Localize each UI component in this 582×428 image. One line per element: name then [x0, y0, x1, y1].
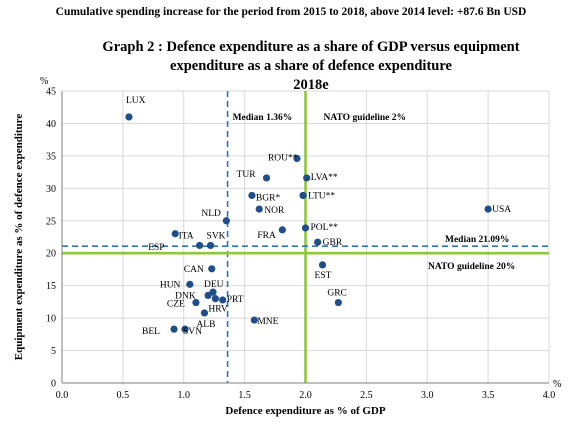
reference-lines: Median 1.36% NATO guideline 2% Median 21.0…: [62, 91, 549, 383]
point-label: SVN: [183, 327, 202, 337]
y-tick-label: 10: [46, 314, 56, 325]
scatter-point: [170, 325, 178, 333]
x-tick-label: 2.5: [360, 390, 373, 401]
x-tick-label: 1.5: [238, 390, 251, 401]
point-label: LUX: [126, 96, 146, 106]
point-label: LTU**: [308, 191, 335, 201]
scatter-point: [484, 205, 492, 213]
axes: 0.0 0.5 1.0 1.5 2.0 2.5 3.0 3.5 4.0 0 5 10 15 20 25 30 3…: [46, 87, 555, 402]
point-label: NOR: [264, 206, 285, 216]
x-tick-label: 1.0: [178, 390, 191, 401]
scatter-point: [262, 174, 271, 182]
reference-line-label: NATO guideline 20%: [428, 262, 515, 272]
x-tick-label: 0.0: [56, 390, 69, 401]
point-label: CZE: [167, 300, 185, 310]
scatter-point: [250, 316, 258, 324]
scatter-point: [195, 241, 204, 250]
y-tick-label: 35: [46, 151, 56, 162]
point-label: ESP: [148, 243, 164, 253]
y-tick-label: 5: [51, 346, 56, 357]
x-tick-label: 2.0: [299, 390, 312, 401]
scatter-point: [303, 174, 311, 182]
point-label: MNE: [257, 317, 278, 327]
point-label: PRT: [227, 295, 244, 305]
reference-line-label: NATO guideline 2%: [324, 113, 407, 123]
point-label: ROU**: [268, 153, 298, 163]
x-tick-label: 0.5: [117, 390, 130, 401]
point-label: POL**: [311, 223, 339, 233]
scatter-point: [204, 291, 212, 299]
point-label: ITA: [179, 231, 194, 241]
scatter-point: [219, 296, 227, 304]
data-points: LUX ROU** TUR LVA** BGR* LTU** NOR USA NLD POL** F…: [125, 96, 511, 337]
scatter-point: [222, 217, 230, 225]
x-tick-label: 3.0: [421, 390, 434, 401]
point-label: NLD: [201, 209, 221, 219]
x-tick-label: 4.0: [543, 390, 556, 401]
point-label: HRV: [208, 305, 227, 315]
chart-title-line2: expenditure as a share of defence expend…: [170, 58, 452, 74]
point-label: TUR: [237, 170, 257, 180]
scatter-point: [211, 295, 220, 303]
scatter-point: [334, 298, 342, 307]
point-label: EST: [315, 271, 332, 281]
point-label: BEL: [142, 327, 160, 337]
scatter-point: [186, 280, 194, 288]
point-label: SVK: [207, 231, 226, 241]
scatter-point: [318, 261, 327, 269]
y-tick-label: 15: [46, 281, 56, 292]
top-note: Cumulative spending increase for the per…: [55, 6, 527, 18]
scatter-point: [200, 309, 209, 317]
scatter-point: [278, 226, 286, 234]
chart-title-line1: Graph 2 : Defence expenditure as a share…: [102, 39, 520, 55]
y-tick-label: 30: [46, 184, 56, 195]
reference-line-label: Median 21.09%: [445, 235, 509, 245]
y-tick-label: 45: [46, 87, 56, 98]
point-label: USA: [492, 205, 511, 215]
scatter-point: [255, 205, 263, 213]
y-axis-unit: %: [40, 76, 48, 87]
scatter-point: [293, 154, 301, 163]
chart-title: Graph 2 : Defence expenditure as a share…: [40, 38, 582, 95]
point-label: GBR: [323, 238, 343, 248]
chart-title-line3: 2018e: [293, 77, 329, 93]
point-label: LVA**: [311, 173, 338, 183]
y-axis-label: Equipment expenditure as % of defence ex…: [13, 114, 25, 361]
point-label: HUN: [160, 280, 181, 290]
scatter-point: [125, 113, 133, 121]
point-label: GRC: [327, 289, 347, 299]
y-tick-label: 40: [46, 119, 56, 130]
reference-line-label: Median 1.36%: [233, 113, 293, 123]
point-label: BGR*: [256, 193, 281, 203]
scatter-point: [299, 191, 307, 200]
point-label: ALB: [196, 320, 215, 330]
scatter-point: [206, 241, 215, 250]
point-label: DNK: [175, 291, 196, 301]
y-tick-label: 20: [46, 249, 56, 260]
scatter-point: [192, 298, 200, 307]
point-label: DEU: [204, 280, 224, 290]
scatter-point: [208, 265, 216, 273]
y-tick-label: 25: [46, 216, 56, 227]
point-label: FRA: [257, 231, 276, 241]
x-axis-unit: %: [553, 379, 561, 390]
scatter-point: [248, 191, 256, 200]
point-label: CAN: [184, 265, 204, 275]
x-tick-label: 3.5: [482, 390, 495, 401]
scatter-point: [314, 238, 322, 246]
y-tick-label: 0: [51, 379, 56, 390]
scatter-point: [181, 325, 189, 333]
scatter-point: [301, 224, 310, 232]
x-axis-label: Defence expenditure as % of GDP: [225, 405, 385, 417]
scatter-point: [171, 230, 179, 238]
